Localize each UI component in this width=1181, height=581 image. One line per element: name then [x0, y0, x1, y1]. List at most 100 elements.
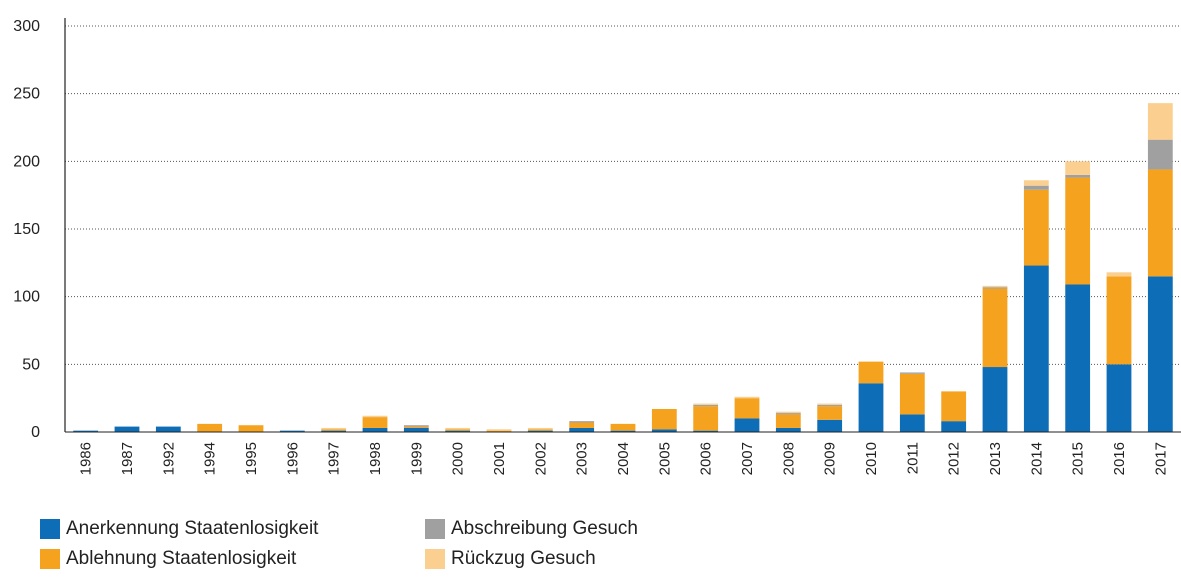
bar-segment	[982, 288, 1008, 368]
y-tick-label: 50	[22, 356, 40, 373]
bar-segment	[403, 426, 429, 428]
x-tick-label: 2002	[532, 442, 549, 475]
bar-segment	[114, 426, 140, 432]
bar-segment	[1147, 169, 1173, 277]
x-tick-label: 1999	[408, 442, 425, 475]
x-tick-label: 1994	[202, 442, 219, 475]
bar-segment	[445, 429, 471, 431]
x-tick-label: 2011	[904, 442, 921, 474]
legend-label: Rückzug Gesuch	[451, 548, 596, 569]
x-tick-label: 2006	[698, 442, 715, 475]
bar-segment	[403, 425, 429, 427]
bar-segment	[1106, 272, 1132, 277]
legend-item: Rückzug Gesuch	[425, 548, 725, 570]
x-tick-label: 2009	[822, 442, 839, 475]
bar-segment	[858, 383, 884, 432]
bar-segment	[1106, 276, 1132, 365]
bar-segment	[155, 426, 181, 432]
y-tick-label: 150	[13, 221, 40, 238]
x-tick-label: 2010	[863, 442, 880, 475]
bar-segment	[1147, 139, 1173, 170]
bar-segment	[1065, 174, 1091, 178]
y-tick-label: 200	[13, 153, 40, 170]
bar-segment	[775, 413, 801, 415]
bar-segment	[238, 425, 264, 432]
bar-segment	[279, 430, 305, 432]
legend-label: Ablehnung Staatenlosigkeit	[66, 548, 297, 569]
bar-segment	[734, 418, 760, 432]
x-tick-label: 1995	[243, 442, 260, 475]
legend: Anerkennung Staatenlosigkeit Abschreibung…	[40, 518, 725, 570]
bar-segment	[982, 287, 1008, 289]
bar-segment	[1147, 276, 1173, 432]
bar-segment	[403, 427, 429, 432]
bar-segment	[982, 367, 1008, 432]
x-tick-label: 1992	[160, 442, 177, 475]
legend-item: Anerkennung Staatenlosigkeit	[40, 518, 425, 540]
bar-segment	[445, 430, 471, 432]
bar-segment	[734, 396, 760, 399]
x-tick-label: 1996	[284, 442, 301, 475]
x-tick-label: 2016	[1111, 442, 1128, 475]
bar-segment	[569, 421, 595, 423]
bar-segment	[941, 421, 967, 432]
x-tick-label: 2008	[780, 442, 797, 475]
bar-segment	[1023, 180, 1049, 186]
bar-segment	[941, 391, 967, 422]
x-tick-label: 2017	[1152, 442, 1169, 475]
x-tick-label: 2004	[615, 442, 632, 475]
bar-segment	[734, 398, 760, 419]
bar-segment	[321, 429, 347, 431]
bar-segment	[610, 423, 636, 431]
bar-segment	[610, 430, 636, 432]
bar-segment	[569, 422, 595, 428]
x-tick-label: 1998	[367, 442, 384, 475]
bar-segment	[817, 419, 843, 432]
y-tick-label: 0	[31, 424, 40, 441]
bar-segment	[73, 430, 99, 432]
y-tick-label: 100	[13, 289, 40, 306]
x-tick-label: 1987	[119, 442, 136, 475]
legend-swatch	[425, 519, 445, 539]
bar-segment	[775, 414, 801, 428]
bar-segment	[693, 404, 719, 407]
x-tick-label: 2003	[574, 442, 591, 475]
x-tick-label: 2007	[739, 442, 756, 475]
bar-segment	[486, 430, 512, 432]
legend-swatch	[425, 549, 445, 569]
legend-label: Abschreibung Gesuch	[451, 518, 638, 539]
bar-segment	[527, 427, 553, 430]
bar-segment	[1147, 103, 1173, 140]
bar-segment	[817, 403, 843, 405]
bar-segment	[651, 429, 677, 432]
y-tick-label: 250	[13, 86, 40, 103]
bar-segment	[693, 406, 719, 431]
legend-swatch	[40, 519, 60, 539]
bar-segment	[362, 427, 388, 432]
x-tick-label: 2012	[946, 442, 963, 475]
bar-segment	[1106, 364, 1132, 432]
bar-segment	[197, 423, 223, 432]
bar-segment	[569, 427, 595, 432]
bar-segment	[527, 429, 553, 431]
bar-segment	[858, 361, 884, 384]
bar-segment	[817, 404, 843, 407]
chart: 0 50 100 150 200 250 300 1986 1987 1992 1994 1995 19…	[13, 18, 1181, 475]
bar-segment	[651, 408, 677, 430]
x-tick-label: 1997	[326, 442, 343, 475]
x-tick-label: 2005	[656, 442, 673, 475]
x-tick-label: 1986	[78, 442, 95, 475]
legend-item: Abschreibung Gesuch	[425, 518, 725, 540]
bar-segment	[693, 430, 719, 432]
bar-segment	[775, 427, 801, 432]
bar-segment	[817, 406, 843, 420]
x-tick-label: 2014	[1028, 442, 1045, 475]
y-tick-label: 300	[13, 18, 40, 35]
bar-segment	[775, 411, 801, 414]
x-tick-label: 2013	[987, 442, 1004, 475]
legend-item: Ablehnung Staatenlosigkeit	[40, 548, 425, 570]
bar-segment	[982, 285, 1008, 288]
bar-segment	[1023, 265, 1049, 432]
bar-segment	[445, 427, 471, 430]
bar-segment	[1065, 284, 1091, 432]
